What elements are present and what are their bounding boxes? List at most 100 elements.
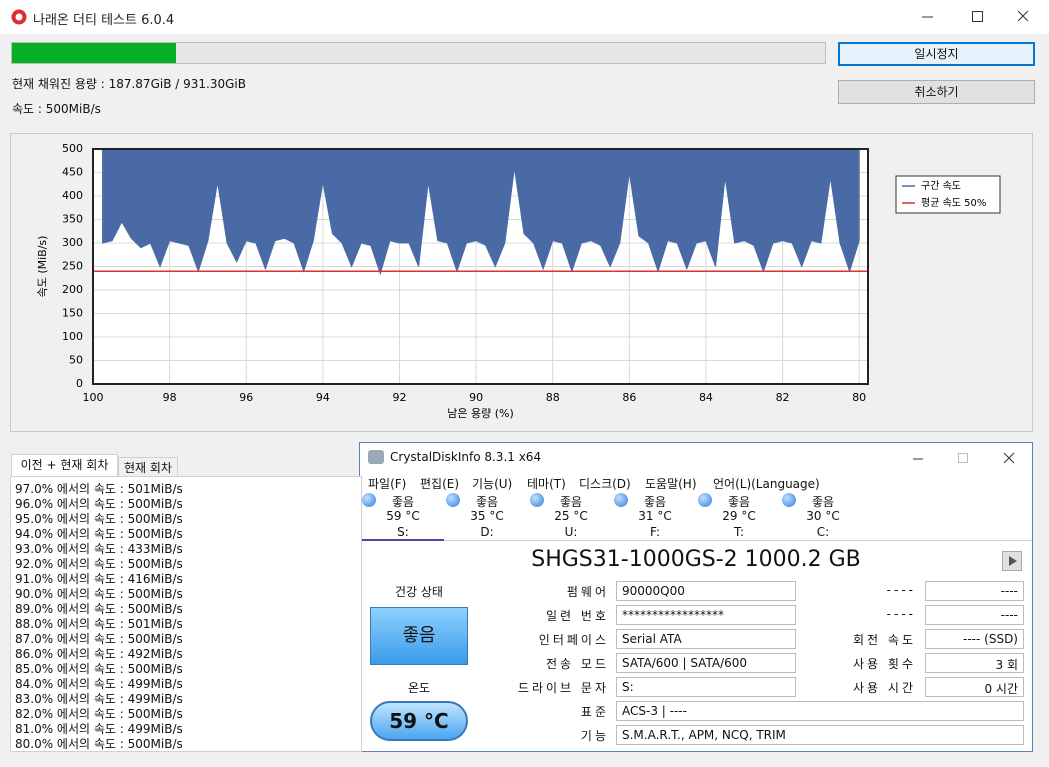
log-line: 94.0% 에서의 속도 : 500MiB/s bbox=[15, 527, 183, 541]
x-tick-label: 82 bbox=[776, 391, 790, 404]
log-line: 87.0% 에서의 속도 : 500MiB/s bbox=[15, 632, 183, 646]
x-tick-label: 84 bbox=[699, 391, 713, 404]
legend-box bbox=[895, 175, 1001, 214]
window-controls[interactable] bbox=[900, 0, 1049, 34]
y-tick-label: 250 bbox=[62, 260, 83, 273]
log-line: 93.0% 에서의 속도 : 433MiB/s bbox=[15, 542, 183, 556]
log-line: 81.0% 에서의 속도 : 499MiB/s bbox=[15, 722, 183, 736]
drive-letter[interactable]: S: bbox=[397, 525, 409, 539]
button[interactable]: 일시정지 bbox=[838, 42, 1035, 66]
drive-status[interactable]: 좋음 bbox=[811, 495, 835, 509]
menu-item[interactable]: 기능(U) bbox=[472, 477, 513, 491]
field-label: 기능 bbox=[580, 729, 609, 743]
drive-letter[interactable]: D: bbox=[480, 525, 494, 539]
health-button[interactable]: 좋음 bbox=[370, 607, 468, 665]
menu-item[interactable]: 편집(E) bbox=[420, 477, 460, 491]
field-label: 일련 번호 bbox=[546, 609, 609, 623]
drive-letter[interactable]: C: bbox=[816, 525, 830, 539]
button[interactable]: 취소하기 bbox=[838, 80, 1035, 104]
drive-status-icon bbox=[782, 493, 796, 507]
speed-area bbox=[102, 148, 860, 276]
field-label: 드라이브 문자 bbox=[517, 681, 609, 695]
app-icon bbox=[11, 9, 27, 25]
log-line: 90.0% 에서의 속도 : 500MiB/s bbox=[15, 587, 183, 601]
drive-status[interactable]: 좋음 bbox=[559, 495, 583, 509]
drive-temp[interactable]: 25 °C bbox=[554, 509, 588, 523]
y-tick-label: 500 bbox=[62, 142, 83, 155]
drive-temp[interactable]: 30 °C bbox=[806, 509, 840, 523]
y-tick-label: 400 bbox=[62, 189, 83, 202]
field-label: 회전 속도 bbox=[853, 633, 916, 647]
speed-text: 속도 : 500MiB/s bbox=[12, 102, 101, 116]
y-tick-label: 50 bbox=[69, 354, 83, 367]
drive-status[interactable]: 좋음 bbox=[643, 495, 667, 509]
menu-item[interactable]: 파일(F) bbox=[368, 477, 407, 491]
legend-label: 구간 속도 bbox=[921, 180, 961, 192]
drive-status[interactable]: 좋음 bbox=[391, 495, 415, 509]
menu-item[interactable]: 도움말(H) bbox=[645, 477, 697, 491]
field-value: ---- bbox=[925, 581, 1024, 601]
log-line: 84.0% 에서의 속도 : 499MiB/s bbox=[15, 677, 183, 691]
divider bbox=[444, 540, 1032, 541]
log-line: 86.0% 에서의 속도 : 492MiB/s bbox=[15, 647, 183, 661]
x-tick-label: 88 bbox=[546, 391, 560, 404]
field-label: 인터페이스 bbox=[538, 633, 609, 647]
field-label: ---- bbox=[886, 583, 916, 597]
plot-frame bbox=[92, 148, 869, 385]
drive-status-icon bbox=[362, 493, 376, 507]
field-value: S: bbox=[616, 677, 796, 697]
log-line: 80.0% 에서의 속도 : 500MiB/s bbox=[15, 737, 183, 751]
field-value: S.M.A.R.T., APM, NCQ, TRIM bbox=[616, 725, 1024, 745]
field-label: 사용 횟수 bbox=[853, 657, 916, 671]
menu-item[interactable]: 언어(L)(Language) bbox=[713, 477, 820, 491]
x-tick-label: 98 bbox=[163, 391, 177, 404]
capacity-text: 현재 채워진 용량 : 187.87GiB / 931.30GiB bbox=[12, 77, 246, 91]
y-tick-label: 0 bbox=[76, 377, 83, 390]
field-value: ---- bbox=[925, 605, 1024, 625]
tab[interactable]: 현재 회차 bbox=[118, 457, 178, 477]
cdi-controls[interactable] bbox=[890, 447, 1030, 469]
field-value: ***************** bbox=[616, 605, 796, 625]
field-label: 사용 시간 bbox=[853, 681, 916, 695]
log-line: 85.0% 에서의 속도 : 500MiB/s bbox=[15, 662, 183, 676]
log-line: 92.0% 에서의 속도 : 500MiB/s bbox=[15, 557, 183, 571]
health-label: 건강 상태 bbox=[395, 585, 443, 599]
drive-status[interactable]: 좋음 bbox=[727, 495, 751, 509]
y-axis-label: 속도 (MiB/s) bbox=[36, 236, 49, 298]
log-line: 89.0% 에서의 속도 : 500MiB/s bbox=[15, 602, 183, 616]
log-line: 97.0% 에서의 속도 : 501MiB/s bbox=[15, 482, 183, 496]
y-tick-label: 300 bbox=[62, 236, 83, 249]
log-line: 96.0% 에서의 속도 : 500MiB/s bbox=[15, 497, 183, 511]
drive-temp[interactable]: 31 °C bbox=[638, 509, 672, 523]
menu-item[interactable]: 디스크(D) bbox=[579, 477, 631, 491]
drive-letter[interactable]: U: bbox=[564, 525, 578, 539]
x-axis-label: 남은 용량 (%) bbox=[447, 407, 514, 420]
y-tick-label: 150 bbox=[62, 307, 83, 320]
log-line: 91.0% 에서의 속도 : 416MiB/s bbox=[15, 572, 183, 586]
drive-status[interactable]: 좋음 bbox=[475, 495, 499, 509]
next-button[interactable] bbox=[1002, 551, 1022, 571]
field-label: 펌웨어 bbox=[566, 585, 609, 599]
drive-letter[interactable]: T: bbox=[733, 525, 745, 539]
x-tick-label: 100 bbox=[83, 391, 104, 404]
log-line: 82.0% 에서의 속도 : 500MiB/s bbox=[15, 707, 183, 721]
drive-temp[interactable]: 59 °C bbox=[386, 509, 420, 523]
field-value: ACS-3 | ---- bbox=[616, 701, 1024, 721]
window-title: 나래온 더티 테스트 6.0.4 bbox=[33, 13, 175, 28]
drive-temp[interactable]: 35 °C bbox=[470, 509, 504, 523]
field-value: SATA/600 | SATA/600 bbox=[616, 653, 796, 673]
log-line: 83.0% 에서의 속도 : 499MiB/s bbox=[15, 692, 183, 706]
field-value: 90000Q00 bbox=[616, 581, 796, 601]
title-bar: 나래온 더티 테스트 6.0.4 bbox=[0, 0, 1049, 34]
drive-letter[interactable]: F: bbox=[649, 525, 660, 539]
x-tick-label: 94 bbox=[316, 391, 330, 404]
drive-temp[interactable]: 29 °C bbox=[722, 509, 756, 523]
menu-item[interactable]: 테마(T) bbox=[527, 477, 566, 491]
x-tick-label: 80 bbox=[852, 391, 866, 404]
field-label: 표준 bbox=[580, 705, 609, 719]
y-tick-label: 200 bbox=[62, 283, 83, 296]
field-value: Serial ATA bbox=[616, 629, 796, 649]
tab[interactable]: 이전 + 현재 회차 bbox=[11, 454, 118, 477]
field-label: 전송 모드 bbox=[546, 657, 609, 671]
